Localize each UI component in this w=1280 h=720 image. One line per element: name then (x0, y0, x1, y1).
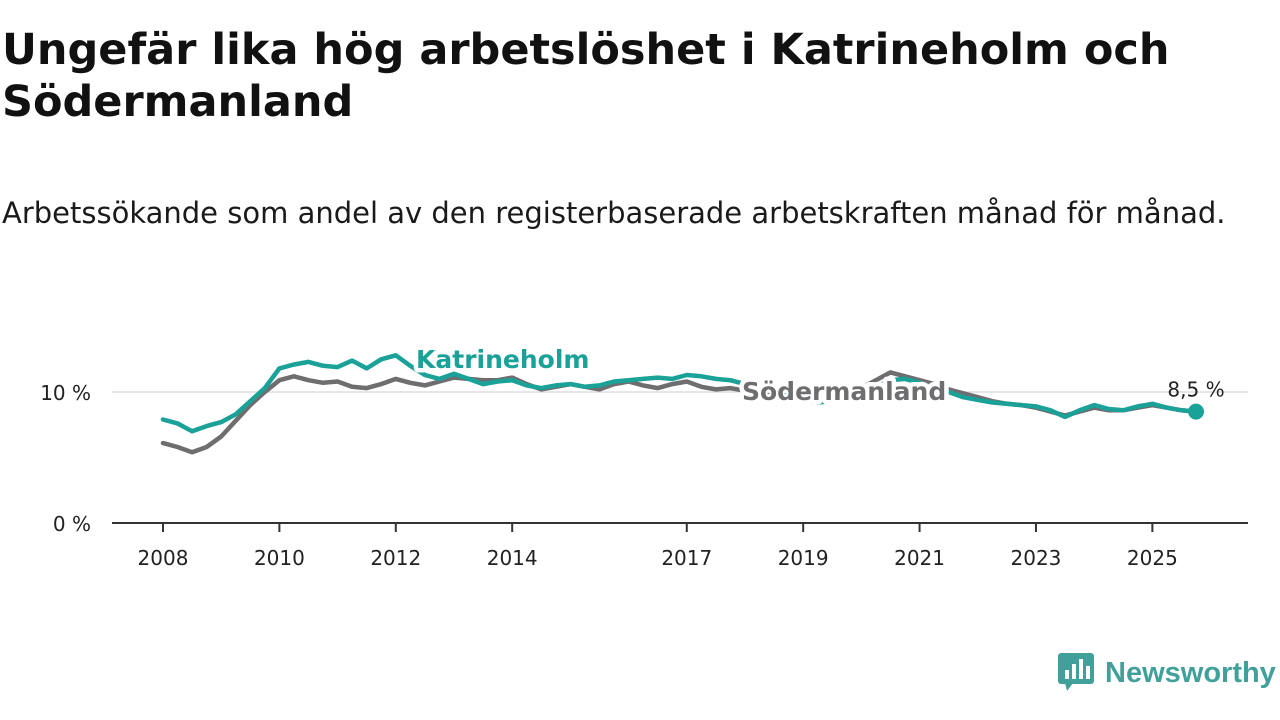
y-tick-label: 0 % (53, 512, 91, 536)
newsworthy-logo-icon (1058, 653, 1094, 691)
x-tick-label: 2021 (894, 546, 945, 570)
x-tick-label: 2010 (254, 546, 305, 570)
x-tick-label: 2012 (370, 546, 421, 570)
brand-name: Newsworthy (1105, 656, 1276, 689)
series-labels: KatrineholmKatrineholmSödermanlandSöderm… (412, 341, 951, 411)
newsworthy-brand[interactable]: Newsworthy (1058, 652, 1276, 694)
x-tick-label: 2014 (487, 546, 538, 570)
x-tick-label: 2019 (778, 546, 829, 570)
y-tick-label: 10 % (40, 381, 91, 405)
end-marker: 8,5 % (1167, 378, 1225, 420)
x-tick-label: 2008 (138, 546, 189, 570)
end-point-marker (1188, 403, 1204, 420)
series-line-sodermanland (160, 370, 1199, 455)
series-lines (160, 353, 1199, 455)
y-axis-labels: 0 % 10 % (40, 381, 91, 536)
chart-subtitle: Arbetssökande som andel av den registerb… (2, 196, 1226, 230)
x-tick-label: 2025 (1127, 546, 1178, 570)
end-value-label: 8,5 % (1167, 378, 1224, 402)
series-label-katrineholm: Katrineholm (416, 345, 589, 374)
series-line-katrineholm (160, 353, 1199, 434)
series-label-sodermanland: Södermanland (742, 377, 946, 406)
x-axis-ticks: 2008 2010 2012 2014 2017 2019 2021 2023 2025 (138, 523, 1178, 570)
chart-title: Ungefär lika hög arbetslöshet i Katrineh… (2, 25, 1170, 127)
series-label-halo: Katrineholm (416, 345, 589, 374)
series-label-halo: Södermanland (742, 377, 946, 406)
x-tick-label: 2017 (661, 546, 712, 570)
x-tick-label: 2023 (1011, 546, 1062, 570)
